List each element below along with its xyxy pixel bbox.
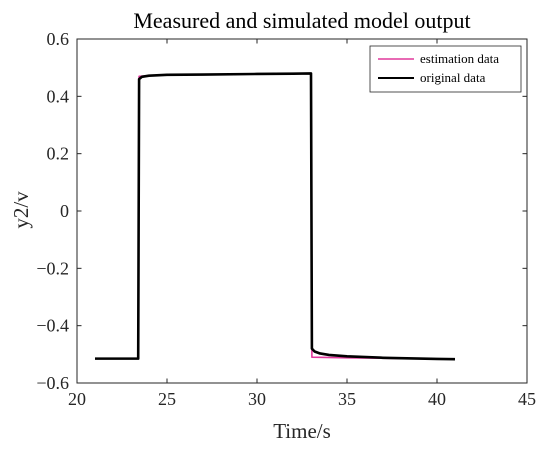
series-line-original-data [95,72,456,361]
y-tick-label: −0.6 [36,373,69,393]
y-tick-label: −0.2 [36,258,69,278]
y-tick-label: 0.4 [47,86,70,106]
legend-box [369,45,522,93]
series-layer [95,72,456,361]
x-tick-label: 35 [338,389,356,409]
x-tick-label: 30 [248,389,266,409]
x-tick-label: 45 [518,389,536,409]
x-axis-label: Time/s [273,419,331,443]
chart-title: Measured and simulated model output [133,8,470,33]
y-tick-label: 0 [60,201,69,221]
axis-ticks: 20 25 30 35 40 45 −0.6 −0.4 −0.2 0 0.2 0.4 0.6 [36,29,536,409]
y-tick-label: 0.2 [47,144,70,164]
legend-label-estimation-data: estimation data [420,51,499,66]
y-tick-label: −0.4 [36,316,69,336]
y-axis-label: y2/v [9,191,33,229]
y-tick-label: 0.6 [47,29,70,49]
legend-label-original-data: original data [420,70,486,85]
x-tick-label: 40 [428,389,446,409]
x-tick-label: 20 [68,389,86,409]
x-tick-label: 25 [158,389,176,409]
legend: estimation data original data [369,45,522,93]
